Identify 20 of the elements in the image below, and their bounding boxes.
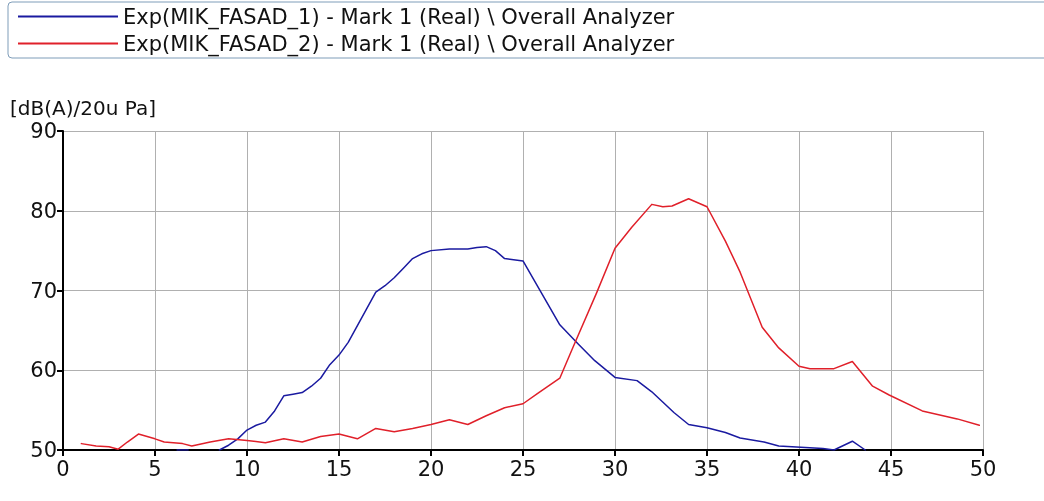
x-tick-label: 30 xyxy=(601,456,629,481)
x-tick-label: 25 xyxy=(509,456,537,481)
x-tick-label: 35 xyxy=(693,456,721,481)
x-tick-label: 50 xyxy=(969,456,997,481)
y-axis-title: [dB(A)/20u Pa] xyxy=(10,96,156,120)
y-tick-label: 90 xyxy=(30,119,57,143)
legend-label: Exp(MIK_FASAD_2) - Mark 1 (Real) \ Overall Analyzer xyxy=(123,31,675,57)
y-tick-label: 80 xyxy=(30,198,57,223)
x-tick-label: 20 xyxy=(417,456,445,481)
y-tick-label: 50 xyxy=(30,438,57,462)
y-tick-label: 60 xyxy=(30,358,57,383)
x-tick-label: 0 xyxy=(56,456,70,481)
x-tick-label: 5 xyxy=(148,456,162,481)
x-tick-label: 45 xyxy=(877,456,905,481)
x-tick-label: 15 xyxy=(325,456,353,481)
x-tick-label: 10 xyxy=(233,456,261,481)
x-tick-label: 40 xyxy=(785,456,813,481)
legend-label: Exp(MIK_FASAD_1) - Mark 1 (Real) \ Overall Analyzer xyxy=(123,4,675,30)
y-tick-label: 70 xyxy=(30,278,57,303)
line-series xyxy=(80,198,981,450)
